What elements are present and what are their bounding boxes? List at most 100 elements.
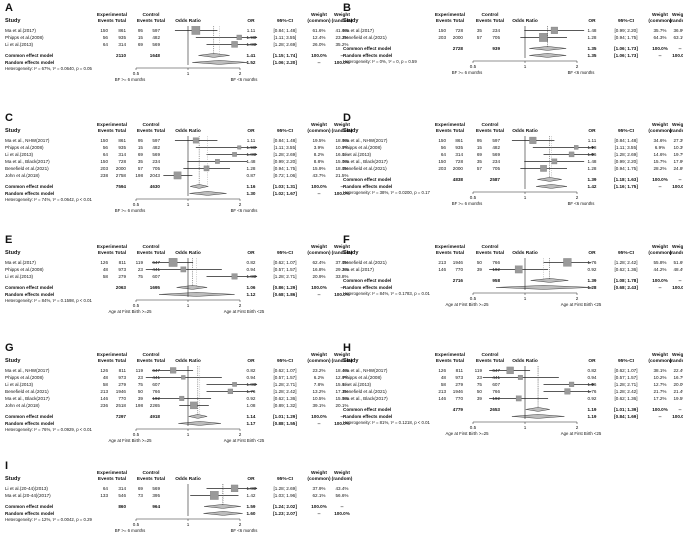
heterogeneity-text: Heterogeneity: I² = 0%, τ² = 0, p = 0.59 <box>343 59 417 64</box>
ctl-events: 119 <box>475 368 483 373</box>
header-weight: Weight <box>672 122 683 128</box>
study-name: Phipps et al.(2008) <box>5 267 44 272</box>
header-weight-common: (common) <box>648 128 672 134</box>
study-square <box>237 145 242 150</box>
header-experimental: Experimental <box>97 122 127 128</box>
ctl-total: 569 <box>152 42 160 47</box>
ctl-events: 119 <box>136 260 144 265</box>
exp-total: 728 <box>455 28 463 33</box>
ci-value: [0.62; 1.07] <box>274 368 297 373</box>
study-square <box>168 258 178 267</box>
x-tick-label: 1 <box>524 296 527 301</box>
common-weight-random: -- <box>340 53 344 58</box>
table-row: Benefield et al.(2021) 203 2000 57 705 1.28 [0… <box>343 33 683 42</box>
ctl-events: 57 <box>477 166 483 171</box>
exp-events: 213 <box>438 389 446 394</box>
table-row: Phipps et al.(2008) 56 935 15 482 1.98 [1.11; … <box>5 34 349 40</box>
header-odds-ratio: Odds Ratio <box>512 250 538 256</box>
random-or: 1.35 <box>588 53 597 58</box>
ctl-total: 234 <box>152 159 160 164</box>
header-weight: Weight <box>652 244 668 250</box>
header-ci: 95%-CI <box>277 358 294 364</box>
common-ci: [1.03; 1.31] <box>273 184 297 189</box>
header-ci: 95%-CI <box>618 128 635 134</box>
header-weight-common: (common) <box>307 476 331 482</box>
table-row: Phipps et al.(2008) 48 973 23 441 0.94 [0.57; … <box>343 374 683 380</box>
header-weight-common: (common) <box>648 358 672 364</box>
header-weight-common: (common) <box>307 128 331 134</box>
ctl-events: 198 <box>135 403 143 408</box>
weight-random: 48.4% <box>673 267 683 272</box>
header-or: OR <box>247 250 255 256</box>
exp-total: 1946 <box>453 260 464 265</box>
random-weight-common: -- <box>658 184 662 189</box>
random-weight-random: 100.0% <box>334 292 350 297</box>
random-ci: [1.16; 1.75] <box>614 184 638 189</box>
random-weight-common: -- <box>317 191 321 196</box>
exp-events: 150 <box>100 159 108 164</box>
header-weight: Weight <box>672 352 683 358</box>
common-effect-label: Common effect model <box>5 504 53 509</box>
random-weight-random: 100.0% <box>672 414 683 419</box>
weight-common: 6.9% <box>655 145 665 150</box>
common-diamond <box>537 177 562 182</box>
or-value: 0.82 <box>247 260 256 265</box>
x-tick-label: 2 <box>239 303 242 308</box>
study-square <box>517 374 523 380</box>
weight-random: 12.9% <box>335 375 348 380</box>
table-row: Ma et al., Black(2017) 150 728 35 234 1.48 [0.… <box>343 158 683 165</box>
ctl-total: 2043 <box>150 173 161 178</box>
random-effects-label: Random effects model <box>5 511 54 516</box>
header-ci: 95%-CI <box>277 18 294 24</box>
exp-events: 64 <box>103 42 109 47</box>
common-weight-random: -- <box>678 278 682 283</box>
weight-common: 39.1% <box>312 403 325 408</box>
random-effects-label: Random effects model <box>5 60 54 65</box>
heterogeneity-text: Heterogeneity: I² = 12%, τ² = 0.0042, p … <box>5 517 92 522</box>
exp-events: 48 <box>103 267 109 272</box>
header-weight-random: (random) <box>332 18 353 24</box>
weight-random: 10.3% <box>673 145 683 150</box>
weight-common: 38.1% <box>653 368 666 373</box>
common-ctl-total: 958 <box>492 278 500 283</box>
or-value: 1.76 <box>588 260 597 265</box>
or-value: 1.11 <box>247 28 256 33</box>
x-tick-label: 2 <box>576 64 579 69</box>
table-row: Benefield et al.(2021) 213 1946 50 766 1.76 [1… <box>343 258 683 267</box>
x-tick-label: 0.5 <box>133 303 140 308</box>
exp-events: 150 <box>100 138 108 143</box>
exp-events: 64 <box>103 486 109 491</box>
heterogeneity-text: Heterogeneity: I² = 84%, τ² = 0.1783, p … <box>343 291 430 296</box>
ctl-events: 69 <box>138 152 144 157</box>
header-events-total: Events Total <box>98 250 126 256</box>
or-value: 0.92 <box>588 267 597 272</box>
ctl-total: 607 <box>492 382 500 387</box>
weight-random: 23.2% <box>335 35 348 40</box>
common-diamond <box>525 407 550 412</box>
header-weight-random: (random) <box>670 128 683 134</box>
header-control: Control <box>142 122 159 128</box>
study-name: Ma et al., NHW(2017) <box>5 368 50 373</box>
study-square <box>515 395 522 402</box>
common-effect-label: Common effect model <box>5 285 53 290</box>
exp-events: 58 <box>103 382 109 387</box>
common-ci: [1.18; 1.63] <box>614 177 638 182</box>
study-name: John et al.(2018) <box>5 173 40 178</box>
random-or: 1.12 <box>247 292 256 297</box>
exp-total: 770 <box>455 267 463 272</box>
table-row: Ma et al.(2017) 150 861 95 597 1.11 [0.84; 1.4… <box>5 26 349 35</box>
exp-total: 973 <box>118 375 126 380</box>
x-tick-label: 2 <box>576 296 579 301</box>
weight-common: 34.6% <box>653 138 666 143</box>
ci-arrow <box>591 382 595 386</box>
random-diamond <box>178 421 221 426</box>
header-ci: 95%-CI <box>277 476 294 482</box>
exp-total: 314 <box>118 42 126 47</box>
table-row: Ma et al., Black(2017) 146 770 39 192 0.92 [0.… <box>5 395 349 401</box>
exp-total: 2000 <box>116 166 127 171</box>
weight-random: 10.5% <box>335 145 348 150</box>
random-ci: [1.23; 2.07] <box>273 511 297 516</box>
header-events-total: Events Total <box>98 18 126 24</box>
exp-events: 213 <box>100 389 108 394</box>
header-study: Study <box>343 18 359 24</box>
